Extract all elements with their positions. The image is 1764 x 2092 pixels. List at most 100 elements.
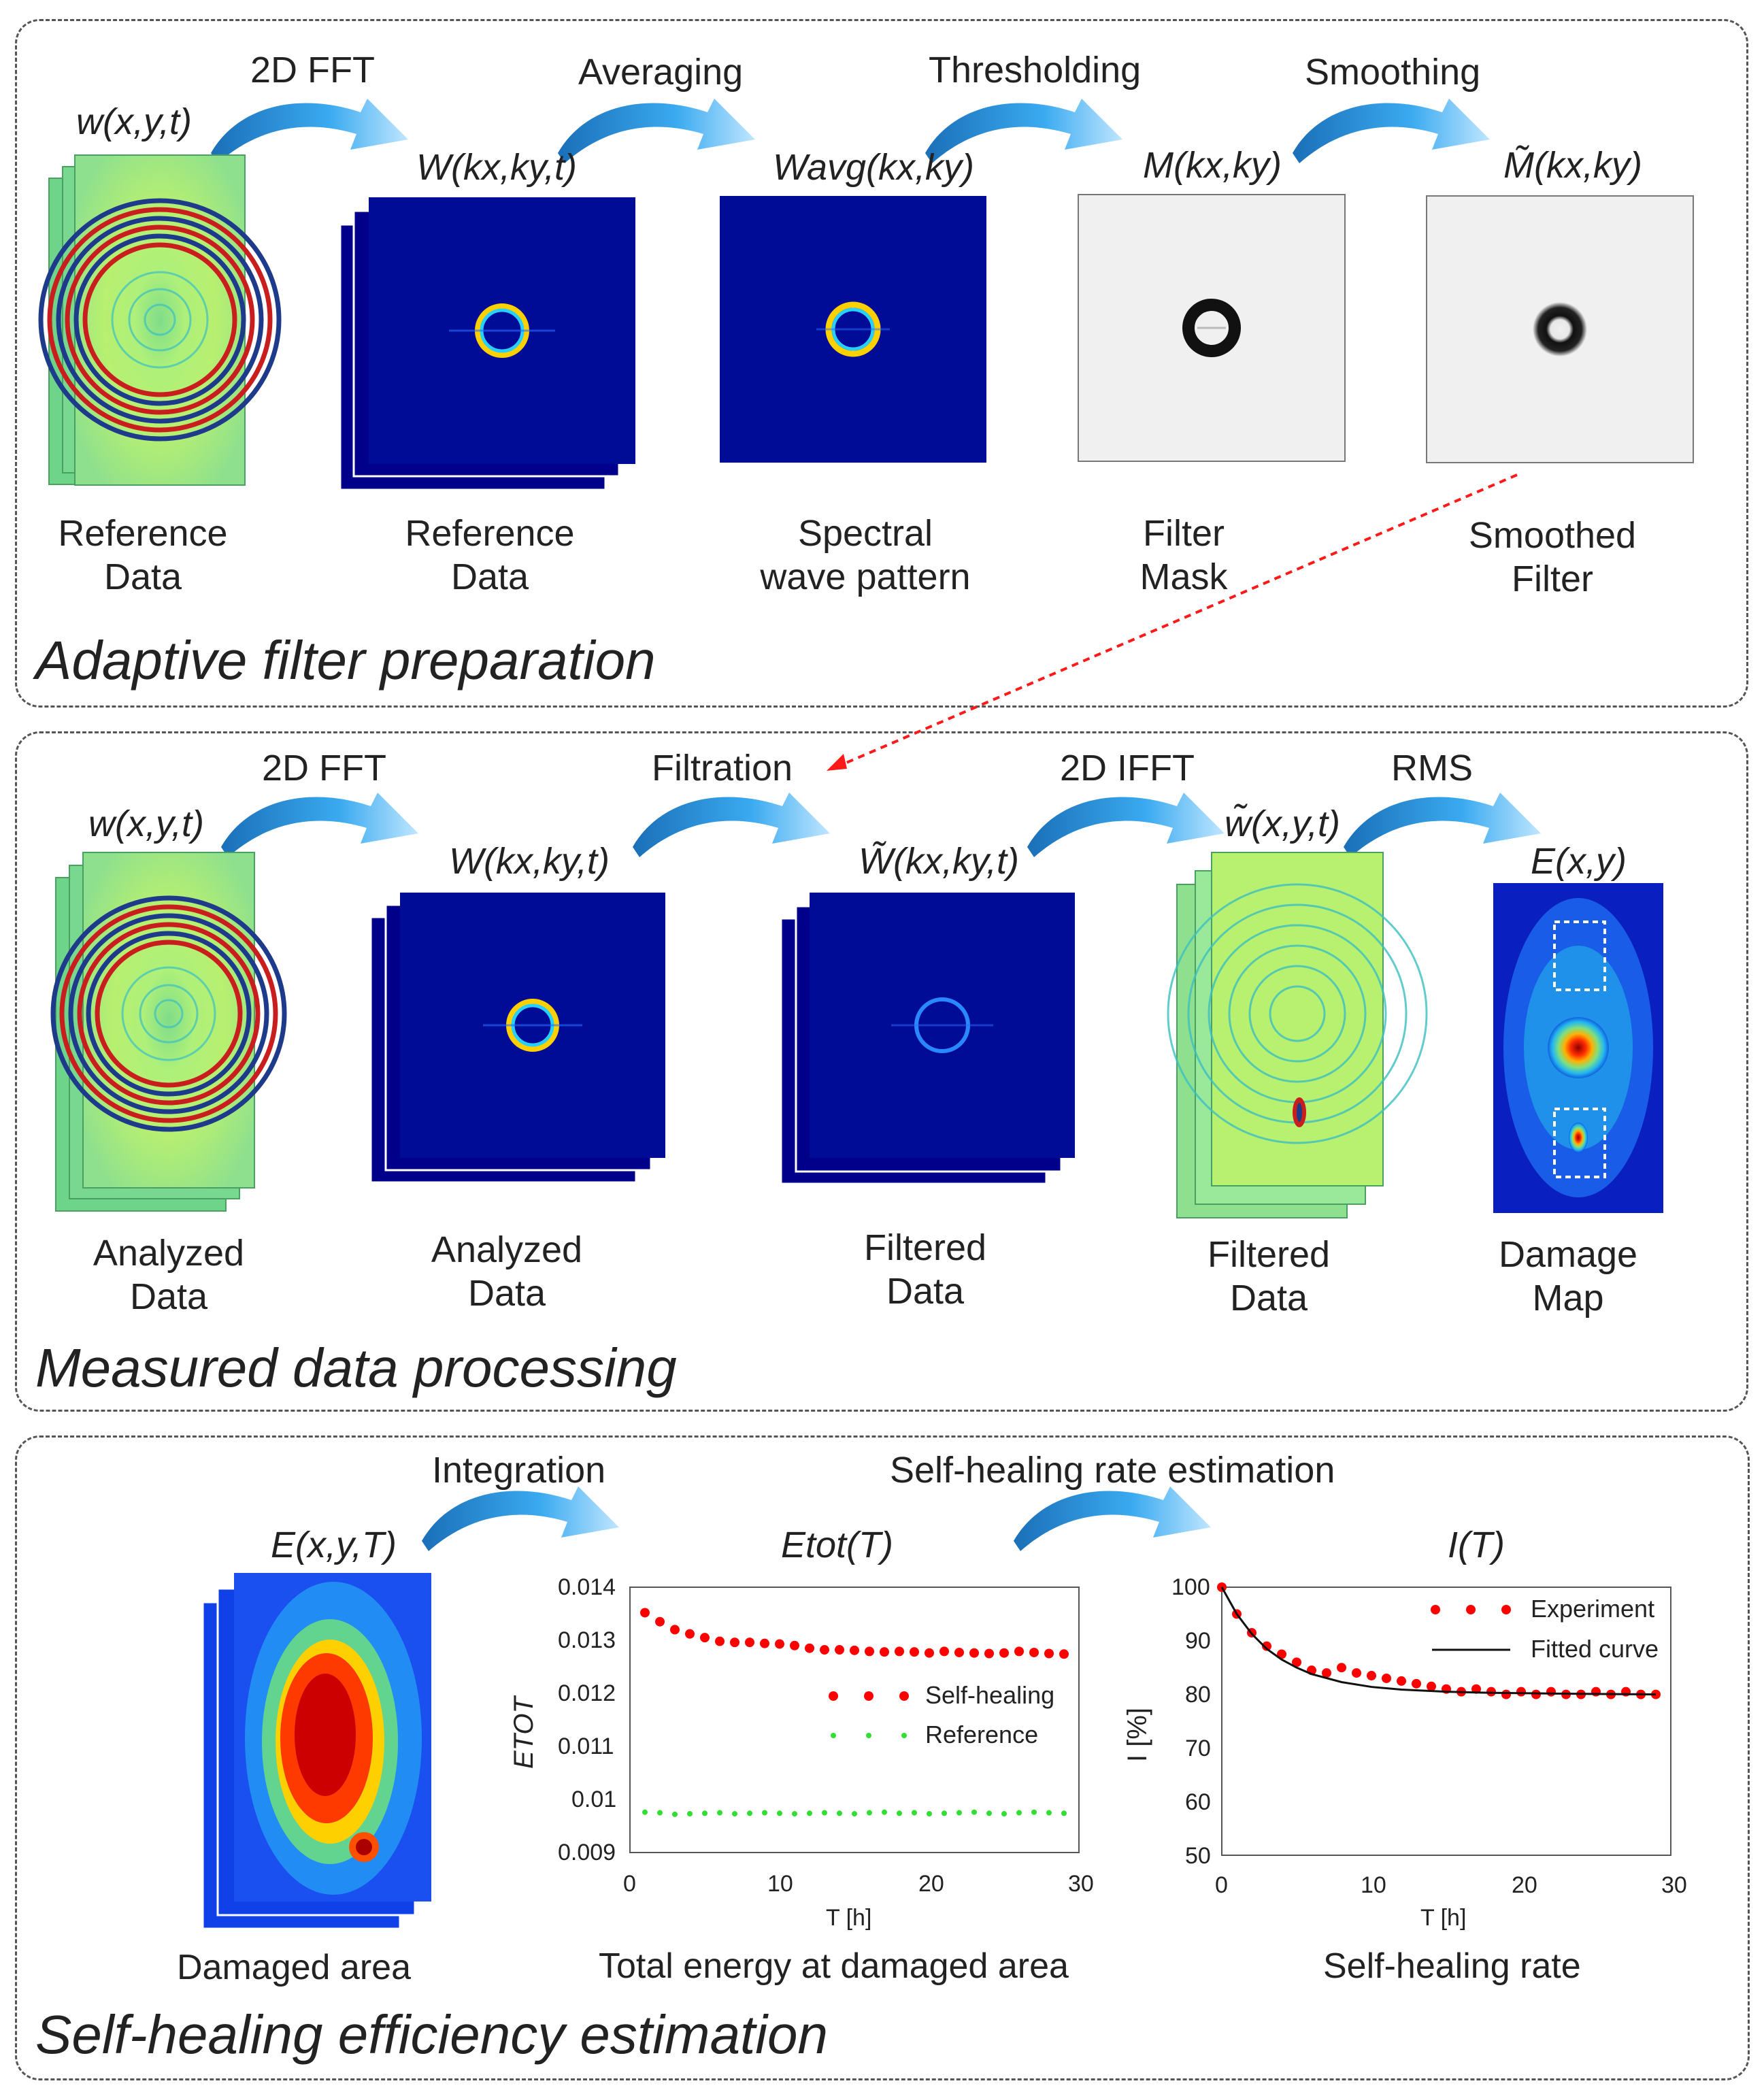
panel-title-self-healing: Self-healing efficiency estimation	[35, 2004, 829, 2065]
chart1-xlabel: T [h]	[826, 1905, 872, 1931]
chart2-xtick: 10	[1361, 1872, 1386, 1898]
data-point-experiment	[1322, 1668, 1331, 1678]
var-Etot: Etot(T)	[781, 1525, 894, 1565]
step-label-smoothing: Smoothing	[1305, 52, 1481, 93]
arrow-averaging	[558, 99, 755, 163]
chart1-ytick: 0.01	[571, 1787, 617, 1812]
chart2-ytick: 70	[1185, 1736, 1211, 1761]
data-point-reference	[971, 1809, 977, 1815]
data-point-self-healing	[760, 1638, 769, 1648]
chart1-xtick: 10	[767, 1871, 793, 1897]
data-point-self-healing	[1059, 1649, 1069, 1659]
chart1-ytick: 0.009	[558, 1840, 616, 1865]
data-point-reference	[1016, 1810, 1022, 1816]
filtered-wavefield-stack	[1167, 852, 1428, 1218]
caption-smoothed-filter: Smoothed Filter	[1468, 515, 1637, 599]
chart2-xtick: 0	[1215, 1872, 1228, 1898]
caption-filtered-data-2: Filtered Data	[1207, 1234, 1331, 1318]
chart2-xlabel: T [h]	[1420, 1905, 1467, 1931]
data-point-self-healing	[925, 1648, 934, 1658]
reference-spectrum-stack	[339, 197, 635, 491]
data-point-reference	[642, 1809, 648, 1815]
caption-filter-mask: Filter Mask	[1139, 513, 1228, 597]
data-point-self-healing	[880, 1647, 889, 1657]
var-W-avg: Wavg(kx,ky)	[773, 147, 975, 188]
var-E-xyT: E(x,y,T)	[271, 1525, 397, 1565]
chart1-ytick: 0.014	[558, 1574, 616, 1600]
data-point-reference	[687, 1811, 693, 1817]
chart2-xtick: 20	[1512, 1872, 1537, 1898]
smoothed-filter	[1426, 195, 1694, 463]
filtered-spectrum-stack	[780, 893, 1075, 1185]
data-point-reference	[672, 1811, 678, 1817]
arrow-2dfft-2	[221, 793, 418, 857]
data-point-self-healing	[790, 1640, 799, 1650]
var-W-kxky-t-analyzed: W(kx,ky,t)	[449, 841, 610, 882]
analyzed-wavefield-stack	[50, 852, 287, 1212]
data-point-reference	[882, 1809, 887, 1815]
data-point-self-healing	[850, 1645, 859, 1655]
data-point-experiment	[1516, 1687, 1526, 1697]
chart1-ytick: 0.011	[558, 1733, 614, 1759]
data-point-reference	[1001, 1811, 1007, 1817]
caption-spectral-wave-pattern: Spectral wave pattern	[760, 513, 971, 597]
chart2-ytick: 100	[1171, 1574, 1210, 1600]
data-point-reference	[732, 1811, 737, 1817]
data-point-self-healing	[835, 1645, 844, 1655]
rate-chart-frame	[1221, 1587, 1671, 1856]
caption-total-energy: Total energy at damaged area	[599, 1946, 1069, 1986]
etot-chart-marks	[640, 1608, 1069, 1817]
step-label-integration: Integration	[432, 1450, 606, 1491]
chart2-ytick: 60	[1185, 1789, 1211, 1815]
data-point-self-healing	[939, 1646, 949, 1657]
arrow-rms	[1344, 793, 1541, 857]
panel-measured-data	[15, 731, 1748, 1412]
legend-label-experiment: Experiment	[1531, 1595, 1655, 1623]
step-label-2dfft-1: 2D FFT	[250, 50, 375, 90]
damage-map	[1493, 883, 1663, 1213]
data-point-self-healing	[745, 1638, 754, 1648]
chart1-ylabel: ETOT	[509, 1697, 539, 1769]
data-point-self-healing	[954, 1647, 964, 1657]
data-point-reference	[822, 1810, 827, 1816]
step-label-thresholding: Thresholding	[929, 50, 1142, 90]
data-point-reference	[807, 1810, 812, 1816]
chart1-xtick: 0	[623, 1871, 636, 1897]
var-w-xyt-ref: w(x,y,t)	[76, 101, 192, 142]
arrow-rate-estimation	[1014, 1487, 1211, 1551]
data-point-self-healing	[805, 1643, 814, 1653]
step-label-averaging: Averaging	[578, 52, 744, 93]
data-point-reference	[986, 1810, 992, 1816]
caption-damage-map: Damage Map	[1498, 1234, 1638, 1318]
data-point-reference	[927, 1811, 932, 1817]
data-point-self-healing	[640, 1608, 650, 1618]
arrow-integration	[422, 1487, 619, 1551]
data-point-reference	[852, 1811, 857, 1817]
rate-chart-marks	[1217, 1582, 1661, 1699]
data-point-self-healing	[820, 1645, 829, 1655]
data-point-self-healing	[730, 1638, 739, 1648]
data-point-self-healing	[865, 1646, 874, 1657]
legend-chart1	[829, 1691, 909, 1738]
caption-reference-data-1: Reference Data	[58, 513, 228, 597]
step-label-2difft: 2D IFFT	[1060, 748, 1195, 788]
panel-title-adaptive: Adaptive filter preparation	[35, 630, 656, 691]
reference-wavefield-stack	[38, 154, 282, 486]
step-label-rate-estimation: Self-healing rate estimation	[890, 1450, 1335, 1491]
chart1-xtick: 20	[918, 1871, 944, 1897]
mask-transfer-arrow	[839, 474, 1518, 767]
caption-damaged-area: Damaged area	[177, 1948, 411, 1987]
data-point-experiment	[1546, 1687, 1556, 1697]
arrow-2dfft-1	[211, 99, 408, 163]
arrow-smoothing	[1293, 99, 1490, 163]
chart2-xtick: 30	[1661, 1872, 1687, 1898]
data-point-self-healing	[910, 1647, 919, 1657]
data-point-reference	[897, 1810, 902, 1816]
arrow-filtration	[633, 793, 830, 857]
data-point-self-healing	[1044, 1648, 1054, 1659]
data-point-reference	[717, 1810, 722, 1816]
data-point-reference	[1061, 1810, 1067, 1816]
data-point-reference	[777, 1810, 782, 1816]
var-M-kxky: M(kx,ky)	[1143, 145, 1282, 186]
